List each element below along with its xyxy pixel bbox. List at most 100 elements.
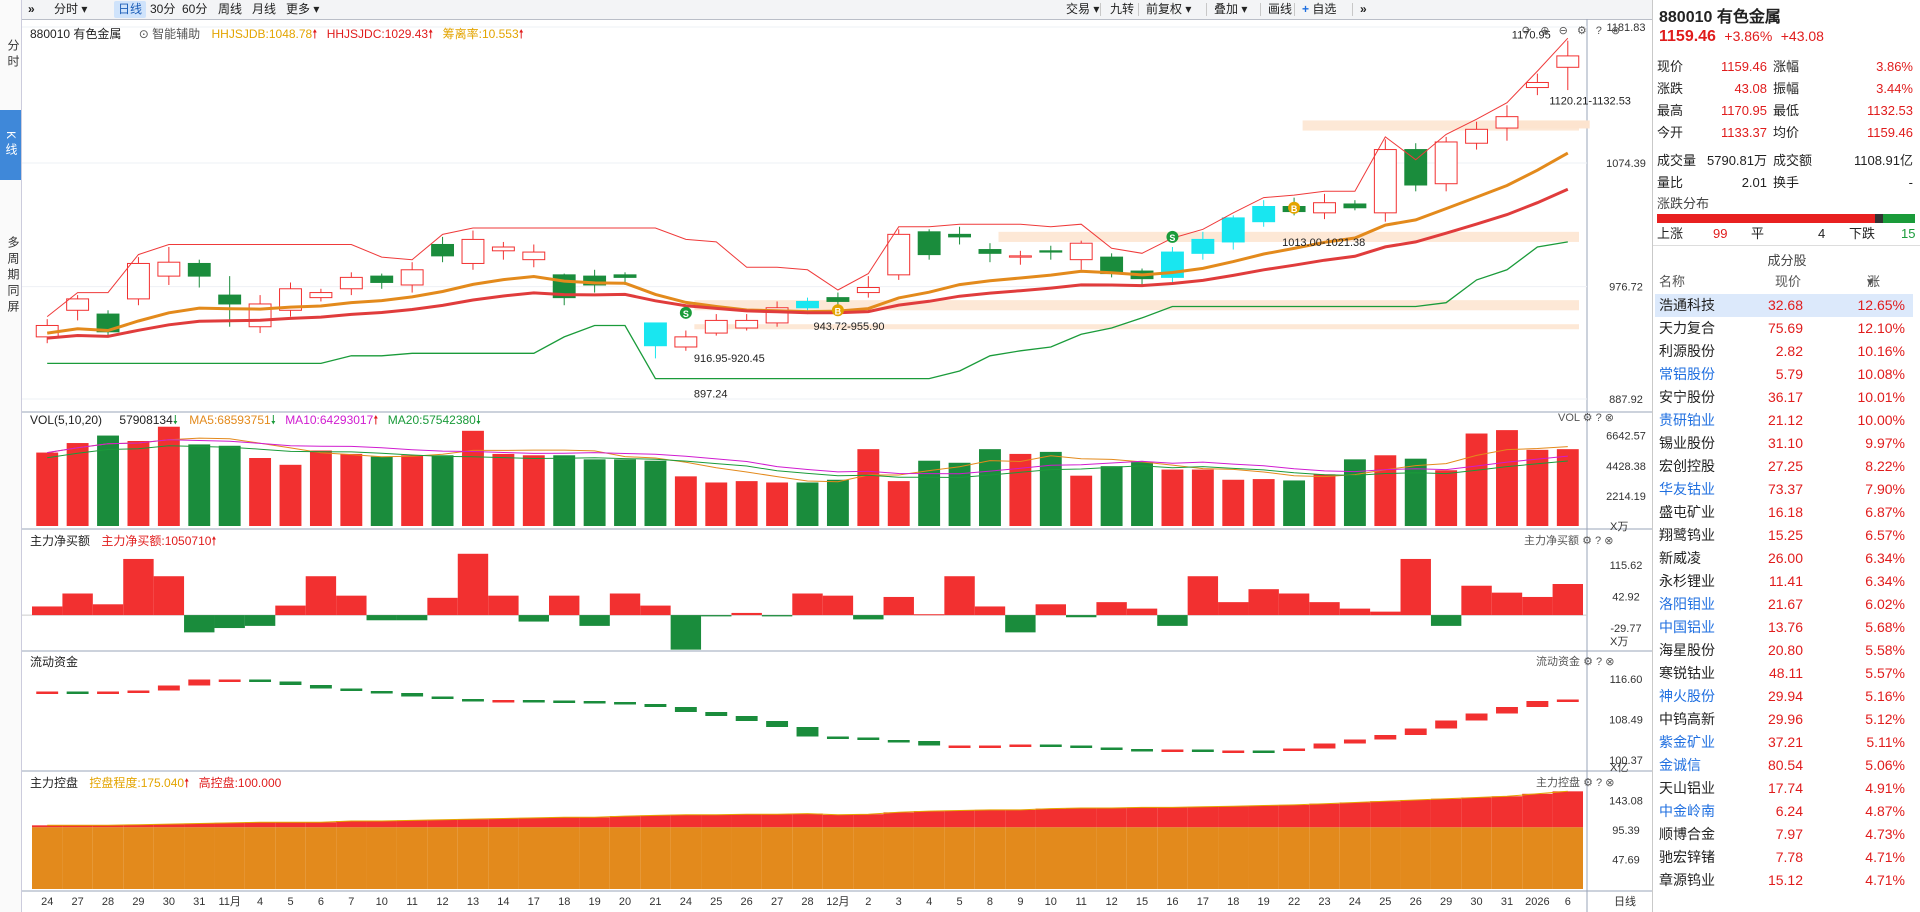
fund-flow-bar [979,745,1001,748]
toolbar-trade[interactable]: 交易 ▾ [1062,1,1103,18]
settings-icon[interactable]: ⚙ [1583,777,1593,789]
quote-label: 均价 [1773,125,1800,140]
constituent-row[interactable]: 利源股份 2.82 10.16% [1655,340,1913,363]
constituent-row[interactable]: 中国铝业 13.76 5.68% [1655,616,1913,639]
constituent-row[interactable]: 常铝股份 5.79 10.08% [1655,363,1913,386]
constituent-row[interactable]: 章源钨业 15.12 4.71% [1655,869,1913,892]
help-icon[interactable]: ? [1595,412,1602,424]
ctrl-title: 主力控盘 [30,776,79,790]
constituent-row[interactable]: 驰宏锌锗 7.78 4.71% [1655,846,1913,869]
constituent-row[interactable]: 天山铝业 17.74 4.91% [1655,777,1913,800]
toolbar-monthly[interactable]: 月线 [252,2,277,16]
toolbar-overlay[interactable]: 叠加 ▾ [1210,1,1251,18]
tab-intraday[interactable]: 分时 [6,39,20,71]
double-chevron-right-icon[interactable]: » [1360,2,1367,16]
control-bar-high [336,821,367,828]
control-bar-high [396,820,428,828]
zoom-in-icon[interactable]: ⊕ [1540,25,1550,37]
toolbar-more[interactable]: 更多 ▾ [282,1,323,18]
constituent-row[interactable]: 永杉锂业 11.41 6.34% [1655,570,1913,593]
close-icon[interactable]: ⊗ [1605,777,1615,789]
net-title: 主力净买额 [30,534,91,548]
help-icon[interactable]: ? [1595,25,1602,37]
constituent-row[interactable]: 中金岭南 6.24 4.87% [1655,800,1913,823]
fund-flow-bar [887,740,910,743]
stock-pct: 5.12% [1865,711,1905,727]
constituent-row[interactable]: 锡业股份 31.10 9.97% [1655,432,1913,455]
stock-name: 洛阳钼业 [1659,596,1715,612]
candle-body [917,231,941,256]
zoom-out-icon[interactable]: ⊖ [1558,25,1568,37]
constituent-row[interactable]: 中钨高新 29.96 5.12% [1655,708,1913,731]
x-tick-label: 12 [436,896,448,908]
help-icon[interactable]: ? [1596,777,1603,789]
header-price[interactable]: 现价 [1775,274,1802,289]
vol-pane-controls: VOL ⚙ ? ⊗ [1558,411,1614,424]
toolbar-watchlist[interactable]: + 自选 [1298,1,1340,18]
toolbar-nine-turn[interactable]: 九转 [1110,2,1135,16]
signal-marker [679,306,692,319]
stock-pct: 10.16% [1857,343,1905,359]
toolbar-forward-adjust[interactable]: 前复权 ▾ [1142,1,1195,18]
constituent-row[interactable]: 安宁股份 36.17 10.01% [1655,386,1913,409]
constituent-row[interactable]: 浩通科技 32.68 12.65% [1655,294,1913,317]
settings-icon[interactable]: ⚙ [1582,412,1593,424]
x-tick-label: 11月 [218,896,240,908]
header-name[interactable]: 名称 [1659,274,1686,289]
control-bar [518,827,549,889]
toolbar-daily[interactable]: 日线 [114,1,147,18]
smart-assist-label: 智能辅助 [152,27,201,41]
x-tick-label: 2 [865,896,871,908]
constituent-row[interactable]: 海星股份 20.80 5.58% [1655,639,1913,662]
toolbar-draw[interactable]: 画线 [1268,2,1293,16]
constituent-row[interactable]: 盛屯矿业 16.18 6.87% [1655,501,1913,524]
settings-icon[interactable]: ⚙ [1576,25,1587,37]
constituent-row[interactable]: 寒锐钴业 48.11 5.57% [1655,662,1913,685]
toolbar-60min[interactable]: 60分 [182,2,208,16]
help-icon[interactable]: ? [1596,656,1603,668]
close-icon[interactable]: ⊗ [1604,412,1615,424]
constituent-row[interactable]: 神火股份 29.94 5.16% [1655,685,1913,708]
stock-price: 21.67 [1767,596,1803,612]
tab-kline[interactable]: K线 [0,110,21,180]
x-tick-label: 29 [1440,896,1452,908]
candle-body [1495,116,1519,129]
settings-icon[interactable]: ⚙ [1583,656,1593,668]
constituent-row[interactable]: 贵研铂业 21.12 10.00% [1655,409,1913,432]
arrow-up-icon: 🠕 [518,27,524,41]
constituent-row[interactable]: 顺博合金 7.97 4.73% [1655,823,1913,846]
x-tick-label: 27 [771,896,783,908]
control-bar-high [913,811,945,828]
close-icon[interactable]: ⊗ [1610,25,1621,37]
dist-bar [1657,214,1915,223]
double-chevron-right-icon[interactable]: » [28,2,35,16]
quote-price: 1159.46 [1659,28,1716,45]
constituent-row[interactable]: 天力复合 75.69 12.10% [1655,317,1913,340]
toolbar-weekly[interactable]: 周线 [218,2,243,16]
control-bar [579,827,610,889]
refresh-icon[interactable]: ⟳ [1522,25,1532,37]
fund-flow-bar [1465,713,1488,721]
constituent-row[interactable]: 翔鹭钨业 15.25 6.57% [1655,524,1913,547]
toolbar-30min[interactable]: 30分 [150,2,176,16]
forward-adjust-label: 前复权 [1146,2,1183,16]
candle-body [1404,149,1428,186]
constituent-row[interactable]: 华友钴业 73.37 7.90% [1655,478,1913,501]
constituent-row[interactable]: 宏创控股 27.25 8.22% [1655,455,1913,478]
constituent-row[interactable]: 紫金矿业 37.21 5.11% [1655,731,1913,754]
close-icon[interactable]: ⊗ [1605,656,1615,668]
constituent-row[interactable]: 金诚信 80.54 5.06% [1655,754,1913,777]
kline-chart-area[interactable]: S B S B 1170.95 1120.21-1132.53 1013.00-1021.3… [22,19,1652,912]
constituent-row[interactable]: 新威凌 26.00 6.34% [1655,547,1913,570]
stock-price: 32.68 [1767,297,1803,313]
toolbar-intraday[interactable]: 分时 ▾ [50,1,91,18]
constituent-row[interactable]: 洛阳钼业 21.67 6.02% [1655,593,1913,616]
ctrl-y-tick: 47.69 [1612,855,1640,867]
help-icon[interactable]: ? [1595,535,1602,547]
tab-multi-period[interactable]: 多周期同屏 [6,235,20,316]
smart-assist-toggle[interactable]: ⊙ 智能辅助 [139,27,200,41]
volume-bar [1191,469,1214,526]
close-icon[interactable]: ⊗ [1604,535,1614,547]
net-buy-bar [153,576,185,616]
settings-icon[interactable]: ⚙ [1582,535,1592,547]
